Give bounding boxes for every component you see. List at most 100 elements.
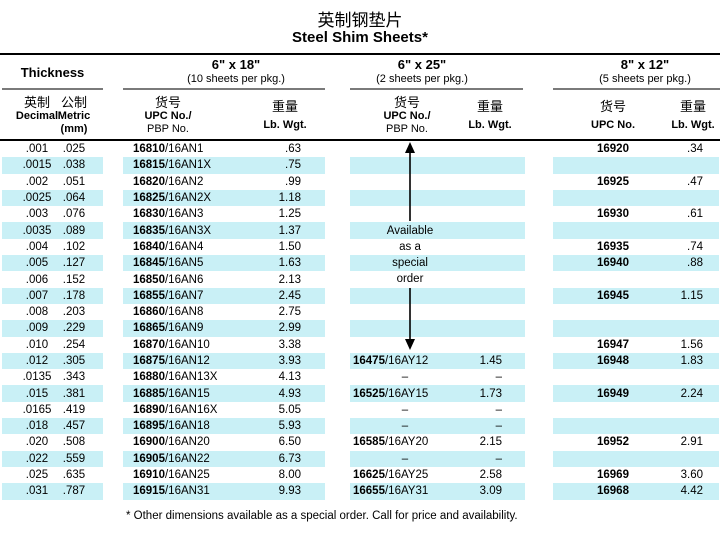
wgt-6x25-cell: 1.73 xyxy=(479,387,502,400)
row-band xyxy=(2,157,103,174)
row-band xyxy=(123,222,325,239)
thickness-decimal-cell: .015 xyxy=(25,387,49,400)
table-row: .0015 .038 16815/16AN1X .75 xyxy=(0,157,720,174)
thickness-decimal-cell: .004 xyxy=(25,240,49,253)
thickness-decimal-cell: .020 xyxy=(25,436,49,449)
thickness-decimal-cell: .005 xyxy=(25,257,49,270)
column-header-upc-8x12: 货号 UPC No. xyxy=(591,99,635,131)
upc-8x12-cell: 16925 xyxy=(597,175,629,188)
row-band xyxy=(2,352,103,370)
wgt-8x12-cell xyxy=(640,190,703,206)
wgt-6x18-cell: 5.93 xyxy=(278,420,301,433)
upc-8x12-cell: 16952 xyxy=(597,436,629,449)
column-header-upc-6x25: 货号 UPC No./ PBP No. xyxy=(383,95,431,135)
table-row: .007 .178 16855/16AN7 2.45 16945 1.15 xyxy=(0,287,720,304)
wgt-8x12-cell xyxy=(640,157,703,173)
thickness-metric-cell: .089 xyxy=(62,224,86,237)
wgt-8x12-cell xyxy=(640,418,703,434)
thickness-metric-cell: .127 xyxy=(62,257,86,270)
table-row: .015 .381 16885/16AN15 4.93 16525/16AY15 1.73… xyxy=(0,385,720,402)
note-line: as a xyxy=(399,240,421,253)
group-header-8x12: 8" x 12" (5 sheets per pkg.) xyxy=(570,57,720,86)
wgt-6x18-cell: 2.45 xyxy=(278,289,301,302)
thickness-decimal-cell: .009 xyxy=(25,322,49,335)
group-pkg-label: (10 sheets per pkg.) xyxy=(187,73,285,85)
upc-6x18-cell: 16830/16AN3 xyxy=(133,208,204,221)
upc-6x25-cell: – xyxy=(401,420,409,433)
thickness-decimal-cell: .010 xyxy=(25,338,49,351)
row-band xyxy=(350,483,525,500)
note-line: Available xyxy=(386,224,434,237)
table-row: .025 .635 16910/16AN25 8.00 16625/16AY25 2.58… xyxy=(0,467,720,483)
thickness-metric-cell: .051 xyxy=(62,175,86,188)
thickness-metric-cell: .102 xyxy=(62,240,86,253)
thickness-metric-cell: .152 xyxy=(62,273,86,286)
upc-6x18-cell: 16905/16AN22 xyxy=(133,452,210,465)
wgt-6x18-cell: .63 xyxy=(285,143,301,156)
thickness-decimal-cell: .0015 xyxy=(22,159,52,172)
row-band xyxy=(553,385,719,402)
table-row: .004 .102 16840/16AN4 1.50 16935 .74 xyxy=(0,239,720,255)
wgt-6x18-cell: 6.50 xyxy=(278,436,301,449)
wgt-8x12-cell xyxy=(640,402,703,418)
row-band xyxy=(553,189,719,207)
thickness-decimal-cell: .022 xyxy=(25,452,49,465)
row-band xyxy=(123,450,325,467)
table-header: Thickness 6" x 18" (10 sheets per pkg.) … xyxy=(0,53,720,141)
header-divider xyxy=(553,88,720,90)
row-band xyxy=(2,483,103,500)
thickness-metric-cell: .203 xyxy=(62,306,86,319)
thickness-metric-cell: .635 xyxy=(62,469,86,482)
header-divider xyxy=(123,88,325,90)
wgt-8x12-cell: .88 xyxy=(687,257,703,270)
row-band xyxy=(123,255,325,272)
thickness-metric-cell: .178 xyxy=(62,289,86,302)
upc-6x18-cell: 16810/16AN1 xyxy=(133,143,204,156)
thickness-group-header: Thickness xyxy=(20,65,85,80)
row-band xyxy=(553,157,719,174)
wgt-8x12-cell: 1.15 xyxy=(680,289,703,302)
thickness-metric-cell: .457 xyxy=(62,420,86,433)
row-band xyxy=(123,483,325,500)
upc-6x18-cell: 16865/16AN9 xyxy=(133,322,204,335)
upc-6x18-cell: 16875/16AN12 xyxy=(133,355,210,367)
thickness-metric-cell: .343 xyxy=(62,371,86,384)
group-pkg-label: (5 sheets per pkg.) xyxy=(599,73,691,85)
upc-6x18-cell: 16910/16AN25 xyxy=(133,469,210,482)
table-row: .012 .305 16875/16AN12 3.93 16475/16AY12 1.45… xyxy=(0,352,720,370)
footnote: * Other dimensions available as a specia… xyxy=(126,510,518,522)
upc-6x25-cell: – xyxy=(401,452,409,465)
table-row: .010 .254 16870/16AN10 3.38 16947 1.56 xyxy=(0,337,720,353)
table-row: .031 .787 16915/16AN31 9.93 16655/16AY31 3.09… xyxy=(0,483,720,500)
upc-6x25-cell: – xyxy=(401,403,409,416)
column-header-upc-6x18: 货号 UPC No./ PBP No. xyxy=(144,95,192,135)
wgt-8x12-cell xyxy=(640,320,703,336)
group-size-label: 6" x 25" xyxy=(397,57,447,72)
group-size-label: 6" x 18" xyxy=(211,57,261,72)
thickness-metric-cell: .305 xyxy=(62,355,86,367)
upc-6x18-cell: 16840/16AN4 xyxy=(133,240,204,253)
row-band xyxy=(350,157,525,174)
wgt-6x18-cell: 4.93 xyxy=(278,387,301,400)
note-line: special xyxy=(392,257,428,270)
wgt-6x18-cell: 1.50 xyxy=(278,240,301,253)
row-band xyxy=(2,385,103,402)
row-band xyxy=(123,418,325,435)
wgt-6x18-cell: 2.13 xyxy=(278,273,301,286)
wgt-6x25-cell: 2.15 xyxy=(479,436,502,449)
thickness-metric-cell: .229 xyxy=(62,322,86,335)
upc-8x12-cell: 16948 xyxy=(597,355,629,367)
thickness-decimal-cell: .002 xyxy=(25,175,49,188)
thickness-metric-cell: .381 xyxy=(62,387,86,400)
table-row: .0135 .343 16880/16AN13X 4.13 – – xyxy=(0,369,720,385)
wgt-8x12-cell: 3.60 xyxy=(680,469,703,482)
row-band xyxy=(553,450,719,467)
upc-6x25-cell: 16655/16AY31 xyxy=(353,485,429,498)
upc-6x18-cell: 16915/16AN31 xyxy=(133,485,210,498)
upc-8x12-cell: 16968 xyxy=(597,485,629,498)
row-band xyxy=(553,418,719,435)
thickness-metric-cell: .025 xyxy=(62,143,86,156)
thickness-decimal-cell: .008 xyxy=(25,306,49,319)
upc-6x18-cell: 16885/16AN15 xyxy=(133,387,210,400)
column-header-wgt-8x12: 重量 Lb. Wgt. xyxy=(671,99,715,131)
